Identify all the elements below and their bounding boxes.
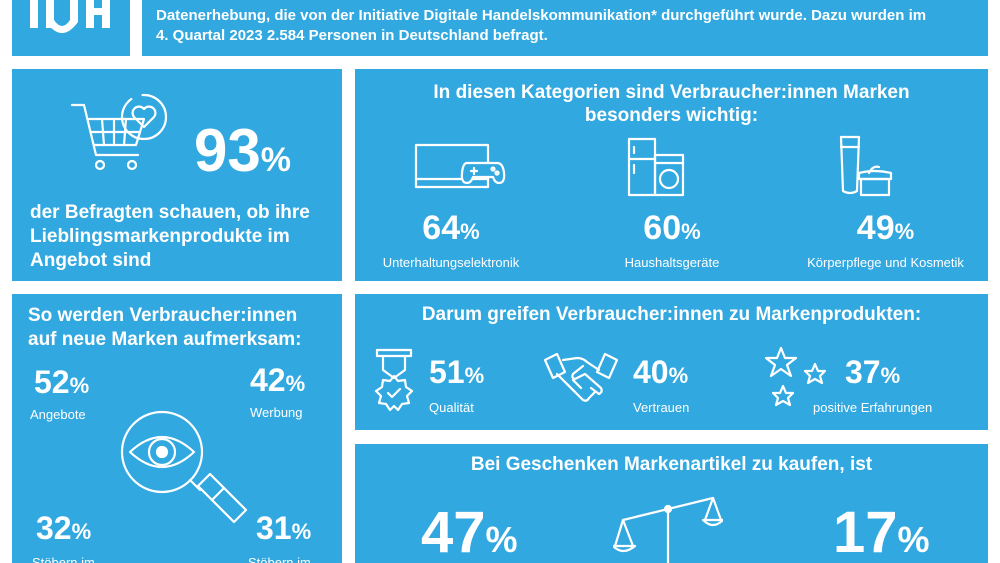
attention-label-offers: Angebote — [30, 407, 86, 422]
favorite-caption-line3: Angebot sind — [30, 250, 152, 271]
reasons-panel: Darum greifen Verbraucher:innen zu Marke… — [355, 294, 988, 430]
idh-logo-icon — [30, 0, 110, 33]
cosmetics-icon — [839, 135, 893, 197]
attention-value-browse-store: 32 — [36, 510, 72, 546]
category-value-cosmetics: 49 — [856, 209, 895, 247]
gifts-left-unit: % — [485, 519, 518, 560]
shopping-cart-heart-icon — [70, 93, 168, 171]
tv-gamepad-icon — [414, 143, 506, 189]
category-label-electronics: Unterhaltungselektronik — [382, 255, 520, 270]
reason-unit-experience: % — [880, 363, 901, 388]
gifts-right-unit: % — [897, 519, 930, 560]
category-value-appliances: 60 — [643, 209, 682, 247]
reason-label-experience: positive Erfahrungen — [813, 400, 933, 415]
attention-unit-browse-online: % — [291, 519, 312, 544]
attention-label-browse-online: Stöbern im — [248, 555, 311, 563]
gifts-right-value: 17 — [833, 500, 898, 563]
favorite-unit: % — [260, 141, 291, 179]
categories-panel: In diesen Kategorien sind Verbraucher:in… — [355, 69, 988, 281]
gifts-title: Bei Geschenken Markenartikel zu kaufen, … — [470, 454, 873, 475]
category-label-cosmetics: Körperpflege und Kosmetik — [807, 255, 964, 270]
attention-unit-offers: % — [69, 373, 90, 398]
category-unit-electronics: % — [460, 219, 480, 244]
stars-icon — [764, 346, 827, 407]
attention-value-ads: 42 — [250, 362, 286, 398]
handshake-icon — [543, 352, 619, 402]
attention-value-offers: 52 — [34, 364, 70, 400]
header-panel: Datenerhebung, die von der Initiative Di… — [142, 0, 988, 56]
reason-value-quality: 51 — [429, 354, 465, 390]
reason-label-quality: Qualität — [429, 400, 474, 415]
favorite-panel: 93% der Befragten schauen, ob ihre Liebl… — [12, 69, 342, 281]
favorite-caption-line2: Lieblingsmarkenprodukte im — [30, 226, 290, 247]
reason-label-trust: Vertrauen — [633, 400, 690, 415]
fridge-washer-icon — [627, 137, 685, 197]
header-text-line2: 4. Quartal 2023 2.584 Personen in Deutsc… — [156, 27, 548, 44]
gifts-panel: Bei Geschenken Markenartikel zu kaufen, … — [355, 444, 988, 563]
reasons-title: Darum greifen Verbraucher:innen zu Marke… — [421, 304, 922, 325]
attention-title-line1: So werden Verbraucher:innen — [28, 305, 298, 326]
reason-unit-quality: % — [464, 363, 485, 388]
logo-panel — [12, 0, 130, 56]
categories-title-line1: In diesen Kategorien sind Verbraucher:in… — [433, 82, 910, 103]
favorite-caption-line1: der Befragten schauen, ob ihre — [30, 202, 310, 223]
favorite-value: 93 — [194, 117, 261, 184]
reason-value-trust: 40 — [633, 354, 669, 390]
attention-title-line2: auf neue Marken aufmerksam: — [28, 329, 302, 350]
magnifier-eye-icon — [120, 410, 248, 524]
category-value-electronics: 64 — [422, 209, 461, 247]
reason-unit-trust: % — [668, 363, 689, 388]
category-label-appliances: Haushaltsgeräte — [624, 255, 720, 270]
category-unit-appliances: % — [681, 219, 701, 244]
attention-value-browse-online: 31 — [256, 510, 292, 546]
attention-unit-ads: % — [285, 371, 306, 396]
attention-label-browse-store: Stöbern im — [32, 555, 95, 563]
attention-panel: So werden Verbraucher:innen auf neue Mar… — [12, 294, 342, 563]
balance-scale-icon — [613, 496, 723, 563]
categories-title-line2: besonders wichtig: — [584, 105, 759, 126]
attention-unit-browse-store: % — [71, 519, 92, 544]
reason-value-experience: 37 — [845, 354, 881, 390]
gifts-left-value: 47 — [421, 500, 486, 563]
category-unit-cosmetics: % — [894, 219, 915, 244]
medal-icon — [374, 348, 414, 412]
header-text-line1: Datenerhebung, die von der Initiative Di… — [156, 7, 927, 24]
attention-label-ads: Werbung — [250, 405, 303, 420]
